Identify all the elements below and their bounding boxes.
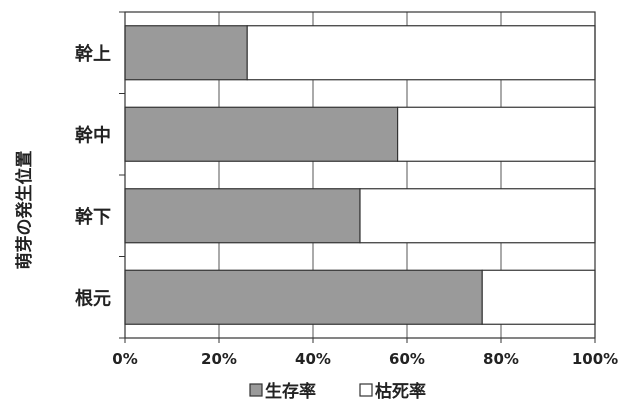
legend-swatch — [359, 383, 373, 397]
category-label: 幹上 — [75, 43, 111, 65]
legend: 生存率 枯死率 — [249, 381, 426, 402]
legend-swatch — [249, 383, 263, 397]
bars — [124, 25, 596, 325]
x-tick-label: 40% — [295, 350, 331, 368]
x-tick-label: 0% — [112, 350, 137, 368]
bar-survival — [124, 25, 248, 81]
legend-label: 生存率 — [265, 381, 316, 402]
legend-label: 枯死率 — [375, 381, 426, 402]
category-label: 根元 — [75, 287, 111, 309]
bar-dead — [359, 188, 596, 244]
x-tick-label: 80% — [483, 350, 519, 368]
x-tick-label: 60% — [389, 350, 425, 368]
x-tick-label: 20% — [201, 350, 237, 368]
bar-dead — [246, 25, 596, 81]
bar-dead — [397, 106, 596, 162]
bar-survival — [124, 188, 361, 244]
bar-dead — [481, 269, 596, 325]
category-label: 幹下 — [75, 206, 111, 228]
x-tick-label: 100% — [572, 350, 618, 368]
category-label: 幹中 — [75, 124, 111, 146]
axes — [119, 11, 596, 343]
bar-survival — [124, 269, 483, 325]
bar-survival — [124, 106, 399, 162]
y-axis-title: 萌芽の発生位置 — [14, 151, 35, 270]
